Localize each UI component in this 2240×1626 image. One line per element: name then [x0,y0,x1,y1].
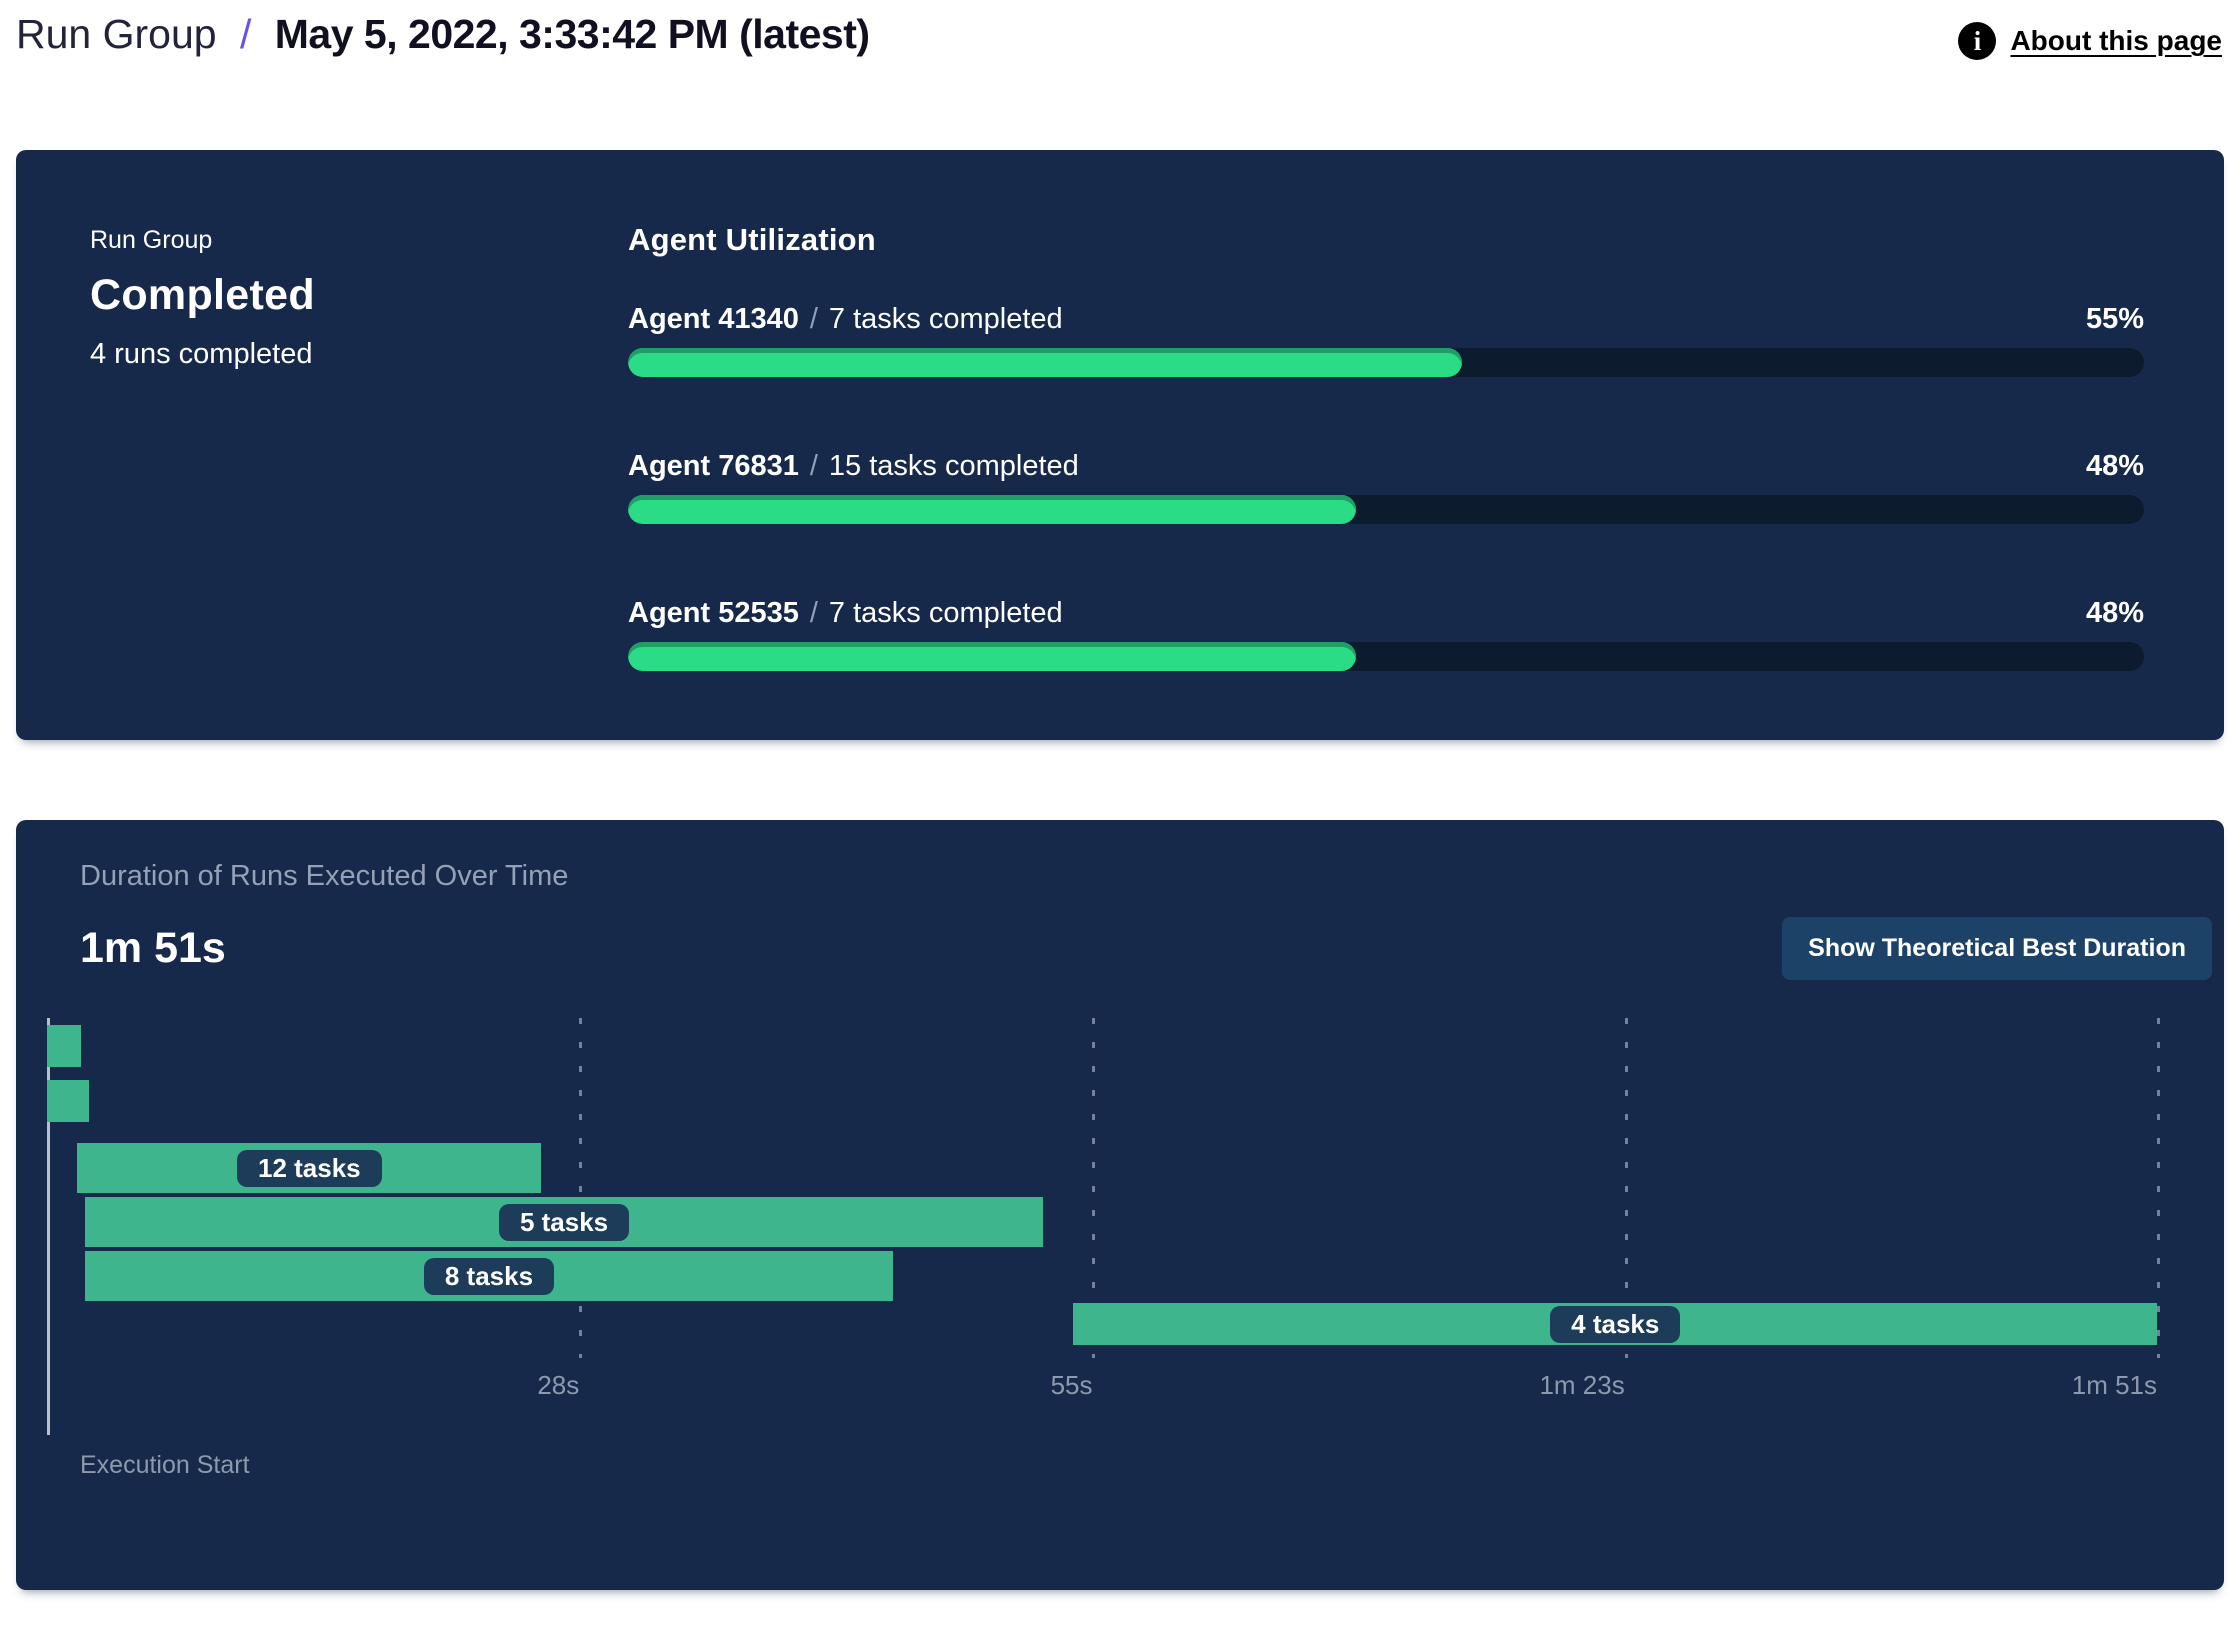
agent-name-label: Agent 52535 [628,597,799,629]
total-duration-value: 1m 51s [80,924,226,972]
gantt-gridline [2157,1018,2160,1358]
agent-utilization-row: Agent 41340 / 7 tasks completed 55% [628,302,2144,377]
run-tasks-count-pill: 12 tasks [236,1149,382,1187]
show-theoretical-best-duration-button[interactable]: Show Theoretical Best Duration [1782,917,2212,980]
info-icon[interactable]: i [1958,22,1997,60]
agent-tasks-completed-label: 15 tasks completed [828,450,1079,482]
utilization-percent-label: 48% [2085,597,2144,629]
run-duration-bar[interactable]: 12 tasks [77,1143,542,1193]
run-group-status-panel: Run Group Completed 4 runs completed Age… [16,150,2224,740]
time-axis-tick-label: 1m 23s [1539,1370,1625,1400]
time-axis-tick-label: 55s [1050,1370,1093,1400]
agent-tasks-completed-label: 7 tasks completed [828,303,1063,335]
time-axis-tick-label: 28s [537,1370,580,1400]
run-group-eyebrow-label: Run Group [90,226,213,254]
gantt-gridline [1624,1018,1628,1358]
agent-label-row: Agent 41340 / 7 tasks completed 55% [628,302,2144,336]
duration-header-row: 1m 51s Show Theoretical Best Duration [80,917,2212,980]
utilization-fill [628,642,1356,671]
run-duration-bar[interactable] [47,1025,82,1067]
runs-completed-label: 4 runs completed [90,338,313,370]
gantt-chart: Execution Start 28s 55s 1m 23s 1m 51s 12 tas… [47,1018,2160,1488]
run-group-status: Completed [90,271,315,319]
about-this-page-link[interactable]: About this page [2010,25,2222,56]
agent-label-separator: / [809,597,818,629]
agent-utilization-rows: Agent 41340 / 7 tasks completed 55% Agent 76… [628,302,2144,671]
agent-utilization-row: Agent 52535 / 7 tasks completed 48% [628,596,2144,671]
time-axis-tick-label: 1m 51s [2071,1370,2157,1400]
agent-utilization-title: Agent Utilization [628,222,876,257]
run-duration-bar[interactable] [47,1080,89,1122]
about-this-page[interactable]: i About this page [1958,22,2222,60]
agent-tasks-completed-label: 7 tasks completed [828,597,1063,629]
execution-start-axis-line [47,1018,50,1435]
agent-label-row: Agent 52535 / 7 tasks completed 48% [628,596,2144,630]
utilization-track [628,642,2144,671]
utilization-percent-label: 55% [2085,303,2144,335]
agent-utilization-section: Agent Utilization Agent 41340 / 7 tasks co… [628,222,2144,740]
gantt-gridline [579,1018,583,1358]
agent-label-separator: / [809,450,818,482]
duration-panel: Duration of Runs Executed Over Time 1m 5… [16,820,2224,1590]
run-group-summary: Run Group Completed 4 runs completed [90,222,628,740]
utilization-percent-label: 48% [2085,450,2144,482]
breadcrumb-separator: / [239,11,252,57]
run-duration-bar[interactable]: 5 tasks [85,1197,1044,1247]
run-tasks-count-pill: 5 tasks [498,1203,630,1241]
page-title: May 5, 2022, 3:33:42 PM (latest) [274,11,870,57]
agent-name-label: Agent 41340 [628,303,799,335]
execution-start-label: Execution Start [80,1451,250,1479]
utilization-fill [628,348,1462,377]
utilization-fill [628,495,1356,524]
utilization-track [628,495,2144,524]
top-bar: Run Group / May 5, 2022, 3:33:42 PM (lat… [16,0,2224,94]
agent-label-row: Agent 76831 / 15 tasks completed 48% [628,449,2144,483]
breadcrumb: Run Group / May 5, 2022, 3:33:42 PM (lat… [16,10,870,59]
run-duration-bar[interactable]: 4 tasks [1073,1303,2157,1345]
agent-utilization-row: Agent 76831 / 15 tasks completed 48% [628,449,2144,524]
agent-name-label: Agent 76831 [628,450,799,482]
utilization-track [628,348,2144,377]
run-duration-bar[interactable]: 8 tasks [85,1251,893,1301]
gantt-gridline [1092,1018,1096,1358]
page: Run Group / May 5, 2022, 3:33:42 PM (lat… [16,0,2224,1590]
agent-label-separator: / [809,303,818,335]
breadcrumb-run-group[interactable]: Run Group [16,11,217,57]
duration-chart-title: Duration of Runs Executed Over Time [80,860,569,892]
run-tasks-count-pill: 4 tasks [1550,1305,1681,1343]
run-tasks-count-pill: 8 tasks [423,1257,555,1295]
